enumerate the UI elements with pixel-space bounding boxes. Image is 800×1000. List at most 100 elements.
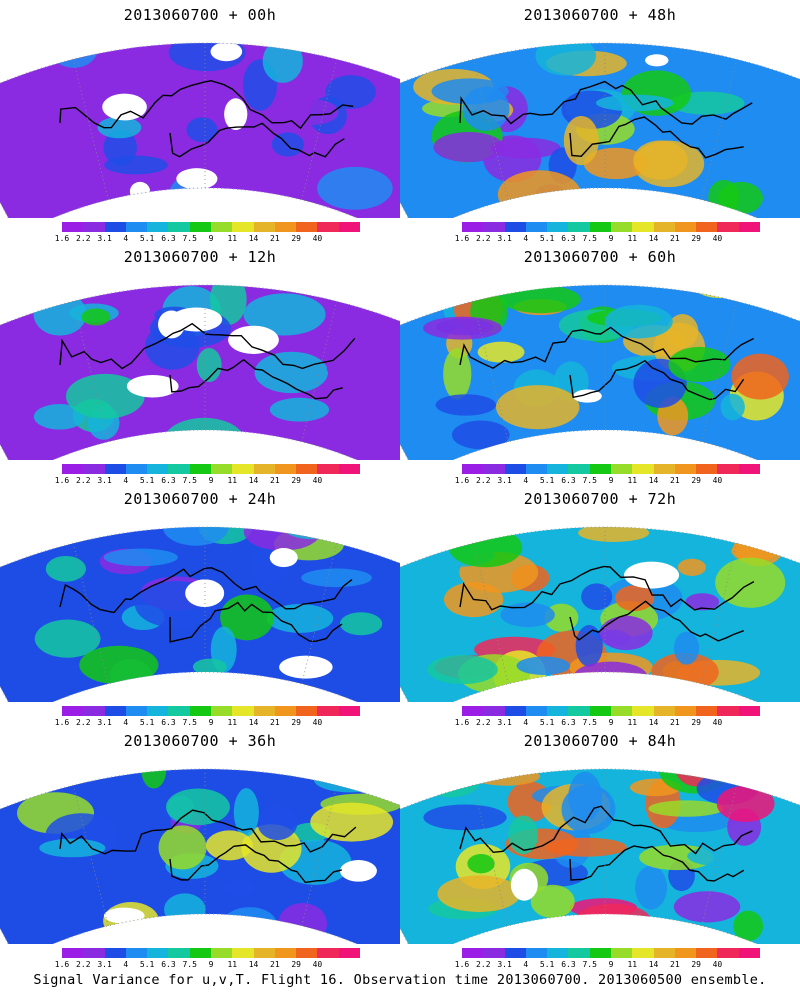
colorbar-ticks: 1.6 2.2 3.1 4 5.1 6.3 7.5 9 11 14 21 29 40 — [55, 960, 360, 970]
colorbar-tick-label: 5.1 — [139, 476, 155, 485]
variance-region — [81, 308, 111, 326]
colorbar-swatch — [483, 948, 505, 958]
colorbar — [62, 464, 360, 474]
variance-region — [209, 284, 247, 325]
colorbar-tick-label: 2.2 — [76, 960, 91, 969]
colorbar-swatch — [568, 464, 590, 474]
map-panel: 2013060700 + 84h 1.6 2.2 3.1 4 5.1 6.3 7.5 9 11 14… — [400, 726, 800, 969]
colorbar-swatch — [189, 222, 211, 232]
colorbar-tick-label: 4 — [123, 718, 129, 727]
coastline — [169, 122, 345, 158]
colorbar-swatch — [253, 222, 275, 232]
colorbar-swatch — [504, 222, 526, 232]
low-variance-region — [279, 655, 333, 679]
variance-region — [716, 785, 775, 822]
colorbar-tick-label: 21 — [270, 234, 280, 243]
map-plot — [0, 42, 400, 218]
variance-region — [508, 815, 539, 855]
panel-title: 2013060700 + 00h — [123, 6, 277, 24]
colorbar-swatch — [338, 464, 360, 474]
variance-region — [423, 316, 502, 340]
colorbar-swatch — [168, 706, 190, 716]
colorbar-swatch — [653, 222, 675, 232]
colorbar-swatch — [589, 948, 611, 958]
colorbar-swatch — [210, 706, 233, 716]
variance-region — [243, 526, 322, 551]
panel-title: 2013060700 + 84h — [523, 732, 677, 750]
colorbar-tick-label: 11 — [627, 718, 638, 727]
variance-region — [33, 403, 86, 430]
colorbar-swatch — [483, 706, 505, 716]
colorbar-tick-label: 2.2 — [76, 234, 91, 243]
variance-region — [326, 352, 380, 384]
graticule-line — [72, 301, 109, 442]
panel-title: 2013060700 + 12h — [123, 248, 277, 266]
colorbar-ticks: 1.6 2.2 3.1 4 5.1 6.3 7.5 9 11 14 21 29 40 — [455, 718, 760, 728]
colorbar-tick-label: 21 — [270, 476, 280, 485]
colorbar-swatch — [147, 464, 169, 474]
colorbar-swatch — [568, 706, 590, 716]
colorbar-swatch — [589, 464, 611, 474]
colorbar-swatch — [296, 706, 318, 716]
colorbar-swatch — [462, 948, 484, 958]
colorbar-tick-label: 40 — [312, 960, 323, 969]
variance-region — [97, 116, 142, 139]
variance-region — [573, 903, 652, 940]
colorbar — [462, 464, 760, 474]
low-variance-region — [269, 547, 298, 568]
colorbar-tick-label: 40 — [712, 234, 723, 243]
low-variance-region — [185, 579, 225, 608]
map-boundary — [0, 526, 400, 702]
coastline — [59, 322, 356, 370]
coastline — [169, 601, 343, 643]
colorbar-tick-label: 4 — [523, 960, 529, 969]
colorbar-swatch — [210, 464, 233, 474]
variance-region — [595, 94, 674, 112]
colorbar-swatch — [462, 222, 484, 232]
colorbar-tick-label: 2.2 — [76, 718, 91, 727]
colorbar-swatch — [168, 222, 190, 232]
colorbar-tick-label: 4 — [123, 476, 129, 485]
graticule-line — [72, 785, 109, 926]
colorbar-swatch — [653, 706, 675, 716]
colorbar-tick-label: 5.1 — [539, 960, 555, 969]
variance-region — [451, 420, 510, 450]
variance-region — [243, 293, 326, 336]
colorbar-tick-label: 1.6 — [454, 960, 470, 969]
variance-region — [731, 353, 789, 400]
colorbar-swatch — [610, 464, 633, 474]
variance-region — [471, 768, 541, 786]
variance-region — [435, 394, 497, 416]
colorbar-tick-label: 11 — [227, 234, 238, 243]
map-boundary — [0, 284, 400, 460]
colorbar-tick-label: 3.1 — [97, 476, 112, 485]
colorbar-tick-label: 21 — [670, 718, 680, 727]
colorbar — [462, 222, 760, 232]
colorbar-swatch — [610, 948, 633, 958]
colorbar-swatch — [483, 222, 505, 232]
variance-region — [535, 42, 596, 76]
colorbar-tick-label: 29 — [691, 476, 701, 485]
coastline — [59, 567, 353, 614]
colorbar-swatch — [189, 948, 211, 958]
colorbar-tick-label: 4 — [523, 234, 529, 243]
coastline — [459, 326, 754, 370]
variance-region — [33, 292, 87, 336]
colorbar-tick-label: 7.5 — [582, 476, 597, 485]
graticule-line — [701, 301, 738, 442]
low-variance-region — [228, 325, 279, 355]
variance-region — [103, 129, 137, 166]
panel-title: 2013060700 + 60h — [523, 248, 677, 266]
variance-region — [313, 768, 387, 793]
colorbar-swatch — [83, 464, 105, 474]
low-variance-region — [103, 907, 145, 924]
colorbar-swatch — [189, 706, 211, 716]
colorbar-swatch — [317, 948, 339, 958]
colorbar-swatch — [547, 464, 569, 474]
panel-title: 2013060700 + 72h — [523, 490, 677, 508]
colorbar-swatch — [317, 706, 339, 716]
variance-region — [530, 884, 575, 919]
colorbar-tick-label: 4 — [523, 476, 529, 485]
colorbar-swatch — [168, 464, 190, 474]
map-panel: 2013060700 + 36h 1.6 2.2 3.1 4 5.1 6.3 7.5 9 11 14… — [0, 726, 400, 969]
